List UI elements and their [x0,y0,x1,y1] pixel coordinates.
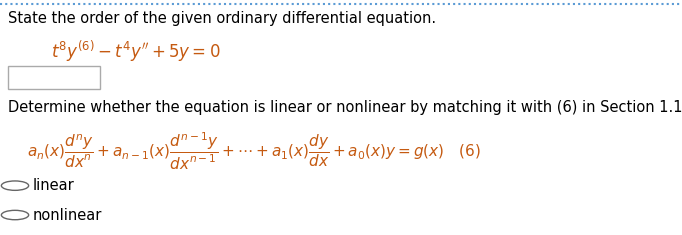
Text: $t^8y^{(6)} - t^4y^{\prime\prime} + 5y = 0$: $t^8y^{(6)} - t^4y^{\prime\prime} + 5y =… [51,39,221,64]
FancyBboxPatch shape [8,66,100,89]
Text: linear: linear [33,178,74,193]
Circle shape [1,210,29,220]
Circle shape [1,181,29,190]
Text: nonlinear: nonlinear [33,208,102,223]
Text: $a_n(x)\dfrac{d^ny}{dx^n} + a_{n-1}(x)\dfrac{d^{n-1}y}{dx^{n-1}} + \cdots + a_1(: $a_n(x)\dfrac{d^ny}{dx^n} + a_{n-1}(x)\d… [27,130,481,172]
Text: Determine whether the equation is linear or nonlinear by matching it with (6) in: Determine whether the equation is linear… [8,100,682,115]
Text: State the order of the given ordinary differential equation.: State the order of the given ordinary di… [8,11,436,26]
